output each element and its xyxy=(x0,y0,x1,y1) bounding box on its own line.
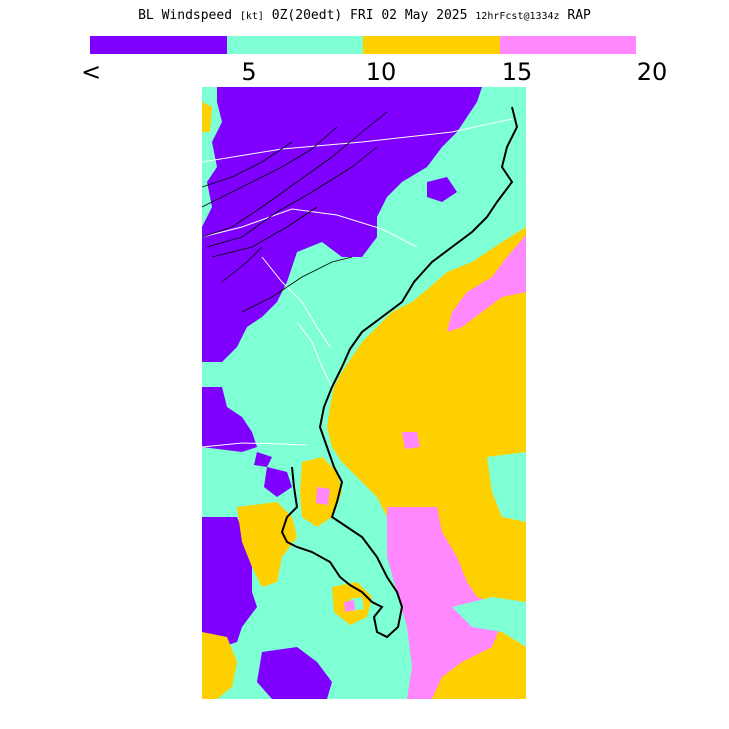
border-4 xyxy=(202,442,308,448)
contour-4 xyxy=(202,126,338,208)
legend-tick-5: 5 xyxy=(241,58,257,86)
terrain-contours xyxy=(202,111,388,313)
region-calm-south-bottom xyxy=(257,647,332,699)
region-calm-patch-2 xyxy=(340,199,362,219)
legend-swatch-15-20 xyxy=(500,36,636,54)
region-light-ocean-1 xyxy=(487,452,526,522)
coastline xyxy=(280,106,519,639)
contour-1 xyxy=(202,111,388,238)
region-strong-northeast xyxy=(447,235,526,332)
contour-2 xyxy=(206,146,378,248)
contour-5 xyxy=(202,141,293,188)
region-moderate-ocean xyxy=(327,227,526,699)
region-strong-inland-1 xyxy=(316,487,330,505)
region-calm-southwest xyxy=(202,517,257,647)
legend-tick-10: 10 xyxy=(365,58,397,86)
region-moderate-west-1 xyxy=(202,102,212,132)
title-forecast: 12hrFcst@1334z xyxy=(475,11,560,22)
region-strong-inland-2 xyxy=(344,600,355,612)
legend-swatch-10-15 xyxy=(363,36,500,54)
region-moderate-west-2 xyxy=(202,632,237,699)
region-moderate-inland-1 xyxy=(387,322,427,352)
title-valid-time: 0Z(20edt) FRI 02 May 2025 xyxy=(271,8,468,23)
region-calm-patch-3 xyxy=(254,452,272,467)
color-legend xyxy=(90,36,636,54)
state-borders xyxy=(202,118,513,448)
region-light-ocean-2 xyxy=(452,597,526,647)
windspeed-map xyxy=(202,87,526,699)
title-units: [kt] xyxy=(239,11,264,22)
legend-tick-15: 15 xyxy=(501,58,533,86)
border-3 xyxy=(261,256,331,348)
legend-tick-less-than: < xyxy=(80,58,102,86)
border-2 xyxy=(202,208,418,248)
legend-swatch-below-5 xyxy=(90,36,227,54)
contour-6 xyxy=(241,256,353,313)
border-1 xyxy=(202,118,513,163)
region-strong-small xyxy=(402,432,420,449)
region-calm-patch-1 xyxy=(427,177,457,202)
title-main: BL Windspeed xyxy=(138,8,233,23)
region-strong-south xyxy=(387,507,502,699)
contour-7 xyxy=(221,246,263,283)
legend-swatch-5-10 xyxy=(227,36,363,54)
region-moderate-west-3 xyxy=(237,502,297,587)
region-calm-patch-4 xyxy=(264,467,292,497)
border-5 xyxy=(296,321,333,388)
title-model: RAP xyxy=(567,8,591,23)
region-moderate-inland-2 xyxy=(432,337,452,357)
chart-title: BL Windspeed [kt] 0Z(20edt) FRI 02 May 2… xyxy=(0,8,729,23)
legend-tick-20: 20 xyxy=(636,58,668,86)
contour-3 xyxy=(211,206,318,258)
region-calm-west xyxy=(202,387,257,452)
